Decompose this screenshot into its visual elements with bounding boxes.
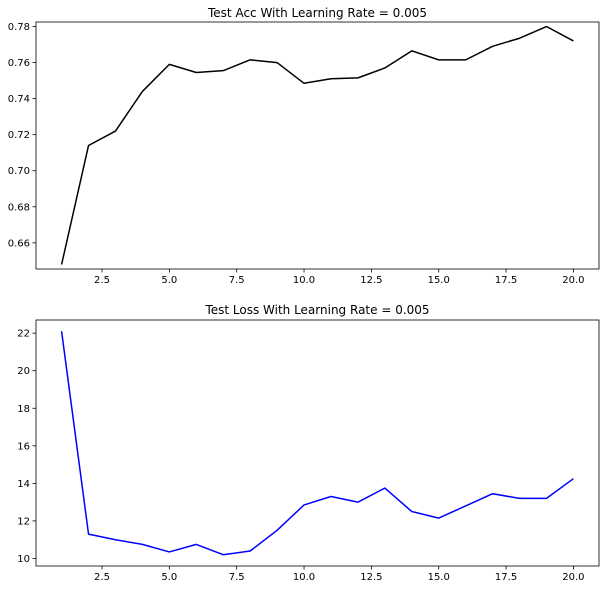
loss-chart-title: Test Loss With Learning Rate = 0.005 <box>204 303 429 317</box>
loss-x-tick-label: 5.0 <box>161 572 177 583</box>
loss-y-tick-label: 12 <box>17 516 30 527</box>
accuracy-axes-frame <box>35 21 600 270</box>
accuracy-y-tick-label: 0.76 <box>8 58 30 69</box>
loss-axes-frame <box>35 319 600 567</box>
accuracy-x-tick-label: 17.5 <box>495 275 517 286</box>
loss-x-tick-label: 7.5 <box>229 572 245 583</box>
accuracy-line <box>60 25 574 265</box>
loss-y-tick-label: 16 <box>17 441 30 452</box>
accuracy-y-axis: 0.66 0.68 0.70 0.72 0.74 0.76 0.78 <box>8 22 36 249</box>
loss-x-tick-label: 15.0 <box>428 572 450 583</box>
accuracy-x-axis: 2.5 5.0 7.5 10.0 12.5 15.0 17.5 20.0 <box>94 269 585 286</box>
accuracy-y-tick-label: 0.72 <box>8 130 30 141</box>
accuracy-series <box>60 25 574 265</box>
loss-x-tick-label: 17.5 <box>495 572 517 583</box>
loss-x-axis: 2.5 5.0 7.5 10.0 12.5 15.0 17.5 20.0 <box>94 566 585 583</box>
loss-y-tick-label: 14 <box>17 479 30 490</box>
accuracy-chart-title: Test Acc With Learning Rate = 0.005 <box>207 6 427 20</box>
loss-chart: Test Loss With Learning Rate = 0.005 2.5… <box>17 303 600 583</box>
loss-x-tick-label: 10.0 <box>293 572 315 583</box>
accuracy-x-tick-label: 2.5 <box>94 275 110 286</box>
loss-y-tick-label: 18 <box>17 404 30 415</box>
accuracy-x-tick-label: 12.5 <box>360 275 382 286</box>
loss-x-tick-label: 12.5 <box>360 572 382 583</box>
loss-series <box>60 331 574 556</box>
accuracy-y-tick-label: 0.66 <box>8 238 30 249</box>
accuracy-x-tick-label: 20.0 <box>562 275 584 286</box>
accuracy-x-tick-label: 10.0 <box>293 275 315 286</box>
accuracy-x-tick-label: 7.5 <box>229 275 245 286</box>
loss-y-axis: 10 12 14 16 18 20 22 <box>17 329 36 565</box>
loss-y-tick-label: 20 <box>17 366 30 377</box>
accuracy-x-tick-label: 5.0 <box>161 275 177 286</box>
loss-y-tick-label: 22 <box>17 329 30 340</box>
loss-line <box>60 331 574 556</box>
accuracy-y-tick-label: 0.78 <box>8 22 30 33</box>
loss-y-tick-label: 10 <box>17 554 30 565</box>
loss-x-tick-label: 20.0 <box>562 572 584 583</box>
accuracy-y-tick-label: 0.68 <box>8 202 30 213</box>
accuracy-x-tick-label: 15.0 <box>428 275 450 286</box>
loss-x-tick-label: 2.5 <box>94 572 110 583</box>
accuracy-y-tick-label: 0.74 <box>8 94 30 105</box>
accuracy-y-tick-label: 0.70 <box>8 166 30 177</box>
accuracy-chart: Test Acc With Learning Rate = 0.005 2.5 5… <box>8 6 600 286</box>
